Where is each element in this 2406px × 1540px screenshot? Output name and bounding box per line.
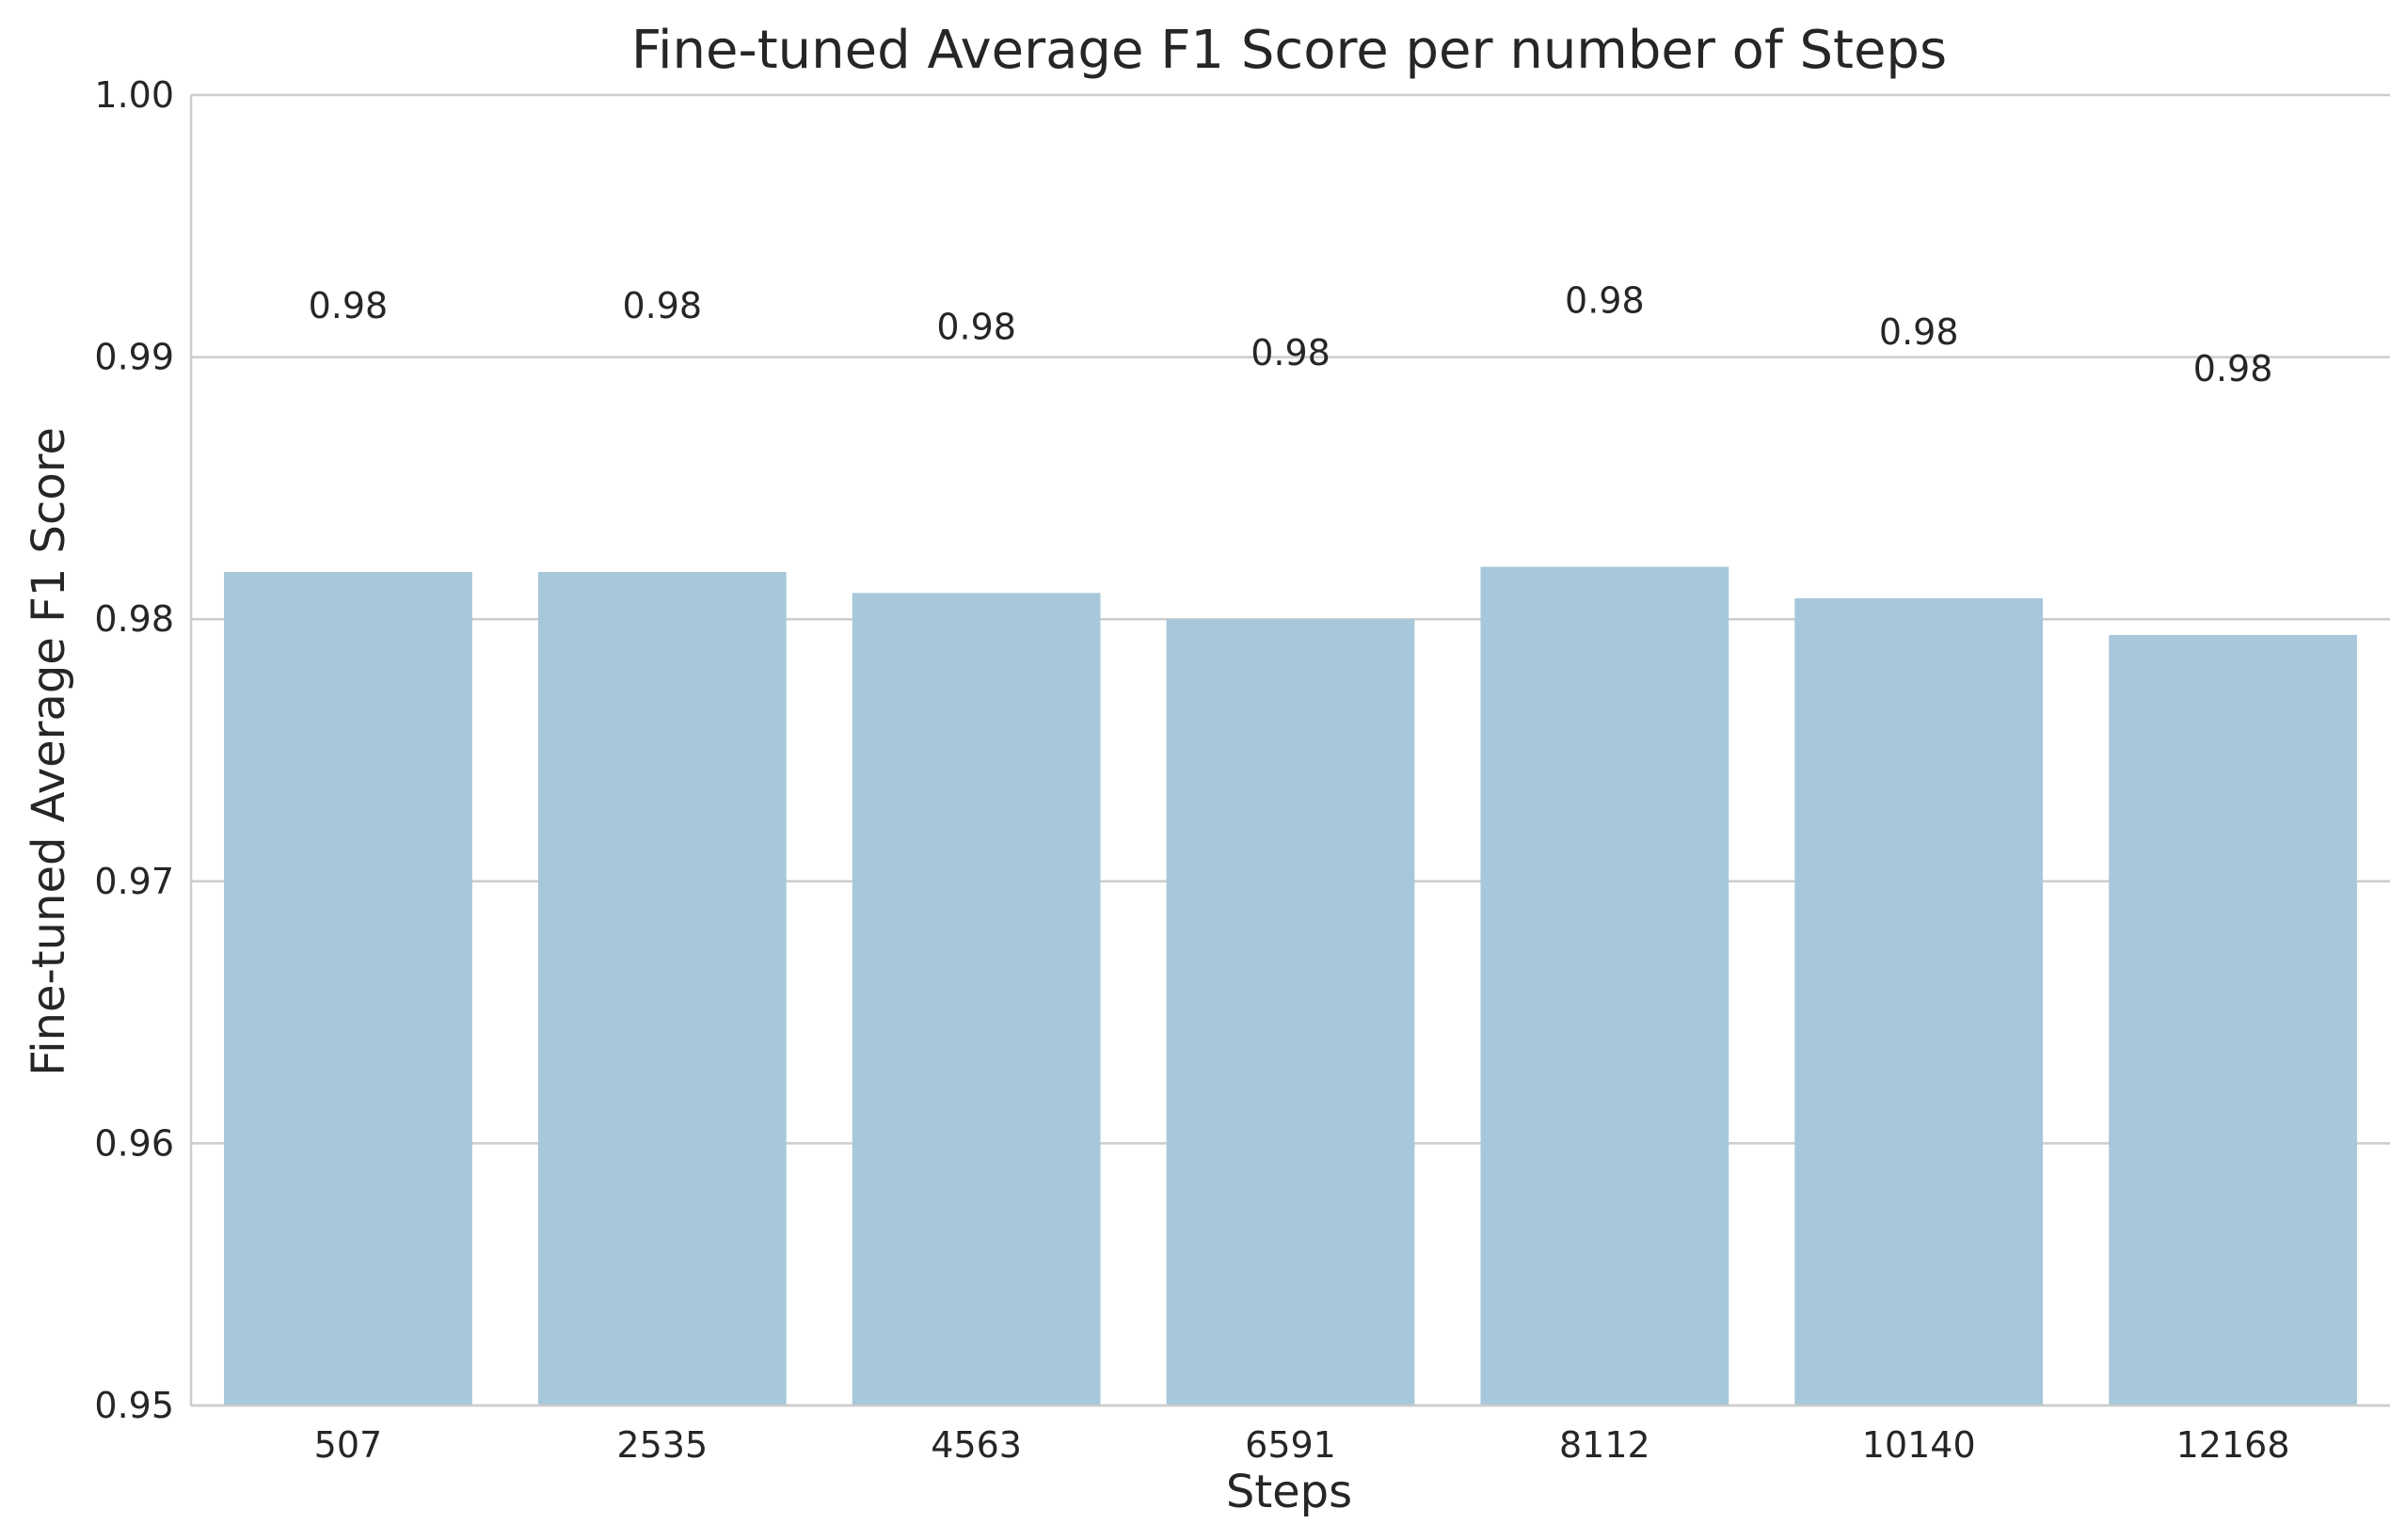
- x-tick-label: 12168: [2176, 1424, 2290, 1466]
- x-tick-label: 507: [314, 1424, 383, 1466]
- bar: [1794, 597, 2044, 1405]
- data-label: 0.98: [309, 285, 389, 326]
- bar-layer: [224, 566, 2357, 1405]
- x-axis-label: Steps: [1226, 1466, 1352, 1518]
- data-label: 0.98: [1251, 332, 1330, 373]
- x-tick-label: 10140: [1862, 1424, 1976, 1466]
- y-axis-label: Fine-tuned Average F1 Score: [23, 427, 75, 1076]
- data-label: 0.98: [1565, 279, 1645, 321]
- y-tick-label: 0.96: [94, 1122, 174, 1164]
- label-layer: 0.95 0.96 0.97 0.98 0.99 1.00 507 0.98 2535 0.98 4…: [94, 74, 2289, 1466]
- bar: [852, 593, 1101, 1405]
- x-tick-label: 4563: [931, 1424, 1022, 1466]
- bar: [537, 572, 787, 1405]
- data-label: 0.98: [936, 306, 1016, 347]
- x-tick-label: 8112: [1559, 1424, 1650, 1466]
- y-tick-label: 1.00: [94, 74, 174, 116]
- data-label: 0.98: [2193, 348, 2273, 389]
- data-label: 0.98: [622, 285, 702, 326]
- y-tick-label: 0.99: [94, 337, 174, 378]
- bar: [1166, 619, 1415, 1405]
- data-label: 0.98: [1879, 311, 1959, 353]
- x-tick-label: 2535: [616, 1424, 708, 1466]
- y-tick-label: 0.95: [94, 1385, 174, 1426]
- axis-layer: [189, 95, 2390, 1407]
- bar: [2109, 634, 2357, 1405]
- y-tick-label: 0.97: [94, 861, 174, 902]
- x-tick-label: 6591: [1245, 1424, 1336, 1466]
- bar: [224, 572, 472, 1405]
- chart-title: Fine-tuned Average F1 Score per number o…: [631, 20, 1947, 81]
- y-tick-label: 0.98: [94, 598, 174, 640]
- bar: [1480, 566, 1729, 1405]
